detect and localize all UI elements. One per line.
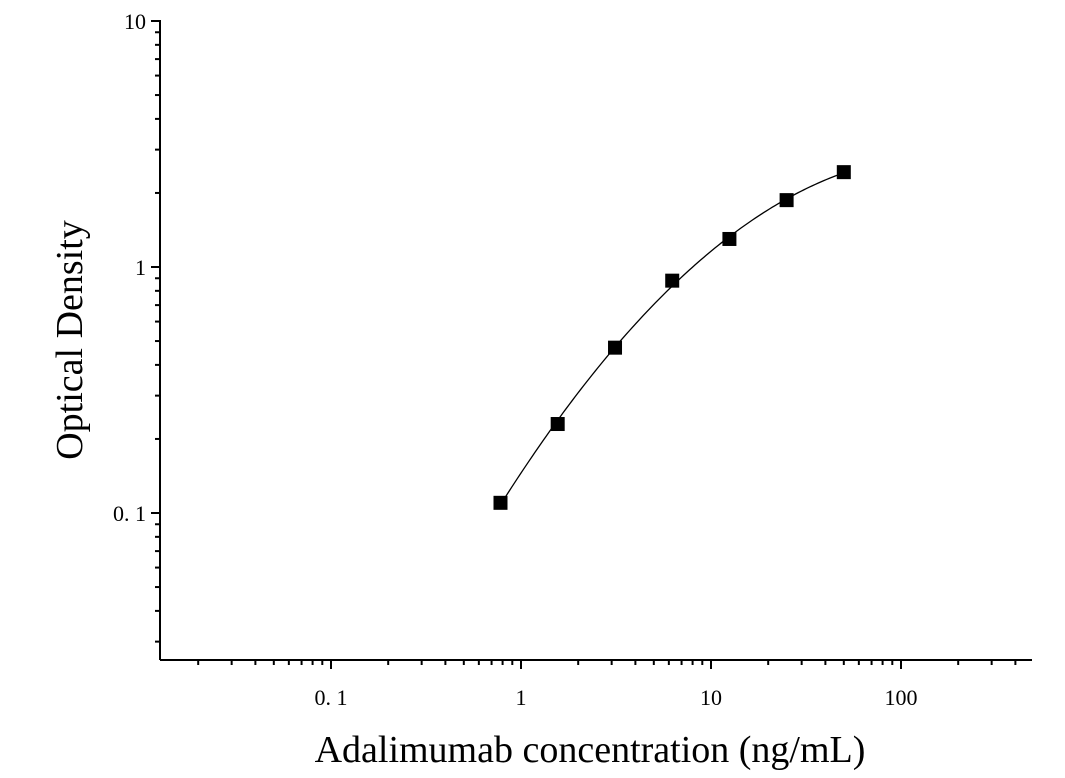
- data-point: [779, 193, 794, 208]
- x-tick-label: 10: [700, 685, 722, 710]
- data-point: [608, 340, 623, 355]
- data-points: [493, 165, 851, 510]
- x-axis-title: Adalimumab concentration (ng/mL): [315, 729, 866, 771]
- y-axis-ticks: 0. 1 1 10: [113, 9, 160, 643]
- y-axis-title: Optical Density: [49, 220, 91, 460]
- y-tick-label: 10: [124, 9, 146, 34]
- data-point: [493, 495, 508, 510]
- data-point: [550, 417, 565, 432]
- fitted-curve: [499, 172, 845, 506]
- x-axis-ticks: 0. 1 1 10 100: [197, 660, 1017, 710]
- data-point: [722, 231, 737, 246]
- x-tick-label: 100: [885, 685, 918, 710]
- x-tick-label: 1: [516, 685, 527, 710]
- y-tick-label: 1: [135, 255, 146, 280]
- data-point: [665, 273, 680, 288]
- x-tick-label: 0. 1: [315, 685, 348, 710]
- data-point: [836, 165, 851, 180]
- y-tick-label: 0. 1: [113, 501, 146, 526]
